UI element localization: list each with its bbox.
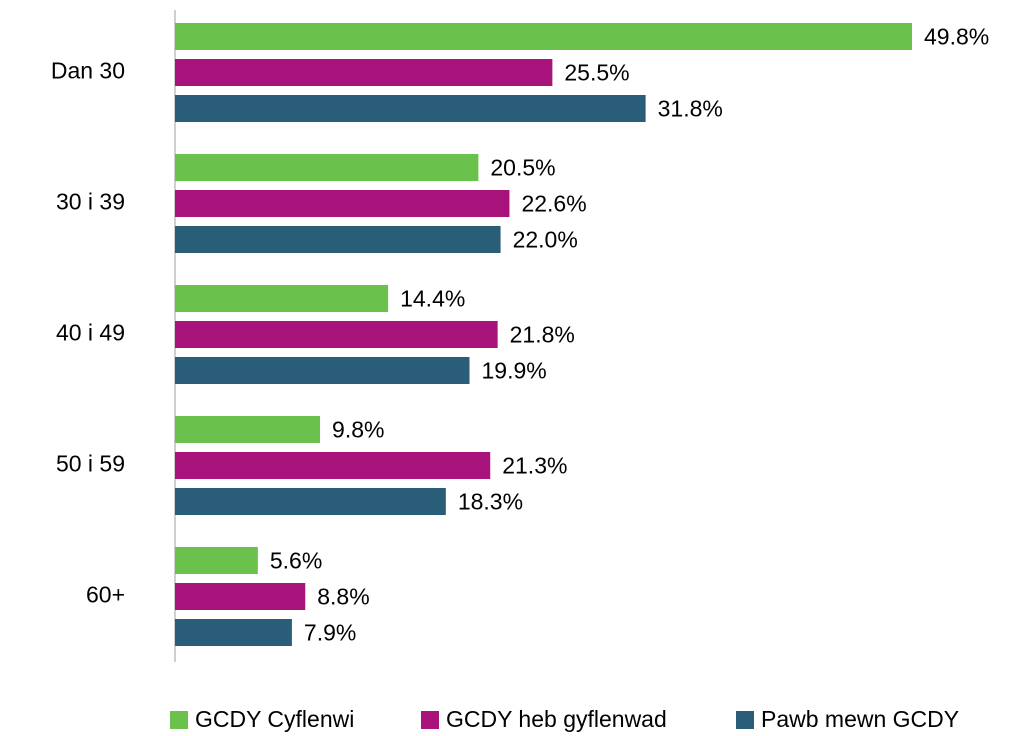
- legend-label: Pawb mewn GCDY: [761, 706, 959, 732]
- legend-swatch: [170, 711, 188, 729]
- value-label: 14.4%: [400, 286, 465, 312]
- bar: [175, 59, 553, 86]
- legend-swatch: [421, 711, 439, 729]
- bar: [175, 226, 501, 253]
- category-label: 40 i 49: [56, 320, 125, 346]
- bar: [175, 452, 491, 479]
- value-label: 9.8%: [332, 417, 384, 443]
- value-label: 25.5%: [564, 60, 629, 86]
- legend-label: GCDY heb gyflenwad: [446, 706, 667, 732]
- value-label: 5.6%: [270, 548, 322, 574]
- bar: [175, 23, 912, 50]
- legend-label: GCDY Cyflenwi: [195, 706, 354, 732]
- bar: [175, 357, 470, 384]
- value-label: 19.9%: [482, 358, 547, 384]
- bar: [175, 321, 498, 348]
- value-label: 18.3%: [458, 489, 523, 515]
- bar: [175, 619, 292, 646]
- category-label: 60+: [86, 582, 125, 608]
- value-label: 7.9%: [304, 620, 356, 646]
- bar: [175, 190, 510, 217]
- value-label: 49.8%: [924, 24, 989, 50]
- value-label: 22.0%: [513, 227, 578, 253]
- bar: [175, 95, 646, 122]
- category-label: 30 i 39: [56, 189, 125, 215]
- value-label: 31.8%: [658, 96, 723, 122]
- bar: [175, 583, 306, 610]
- value-label: 20.5%: [490, 155, 555, 181]
- bar: [175, 416, 321, 443]
- value-label: 22.6%: [521, 191, 586, 217]
- value-label: 21.3%: [502, 453, 567, 479]
- bar: [175, 154, 479, 181]
- legend-swatch: [736, 711, 754, 729]
- value-label: 8.8%: [317, 584, 369, 610]
- value-label: 21.8%: [510, 322, 575, 348]
- bar: [175, 547, 258, 574]
- bar: [175, 488, 446, 515]
- category-label: 50 i 59: [56, 451, 125, 477]
- category-label: Dan 30: [51, 58, 125, 84]
- bar: [175, 285, 389, 312]
